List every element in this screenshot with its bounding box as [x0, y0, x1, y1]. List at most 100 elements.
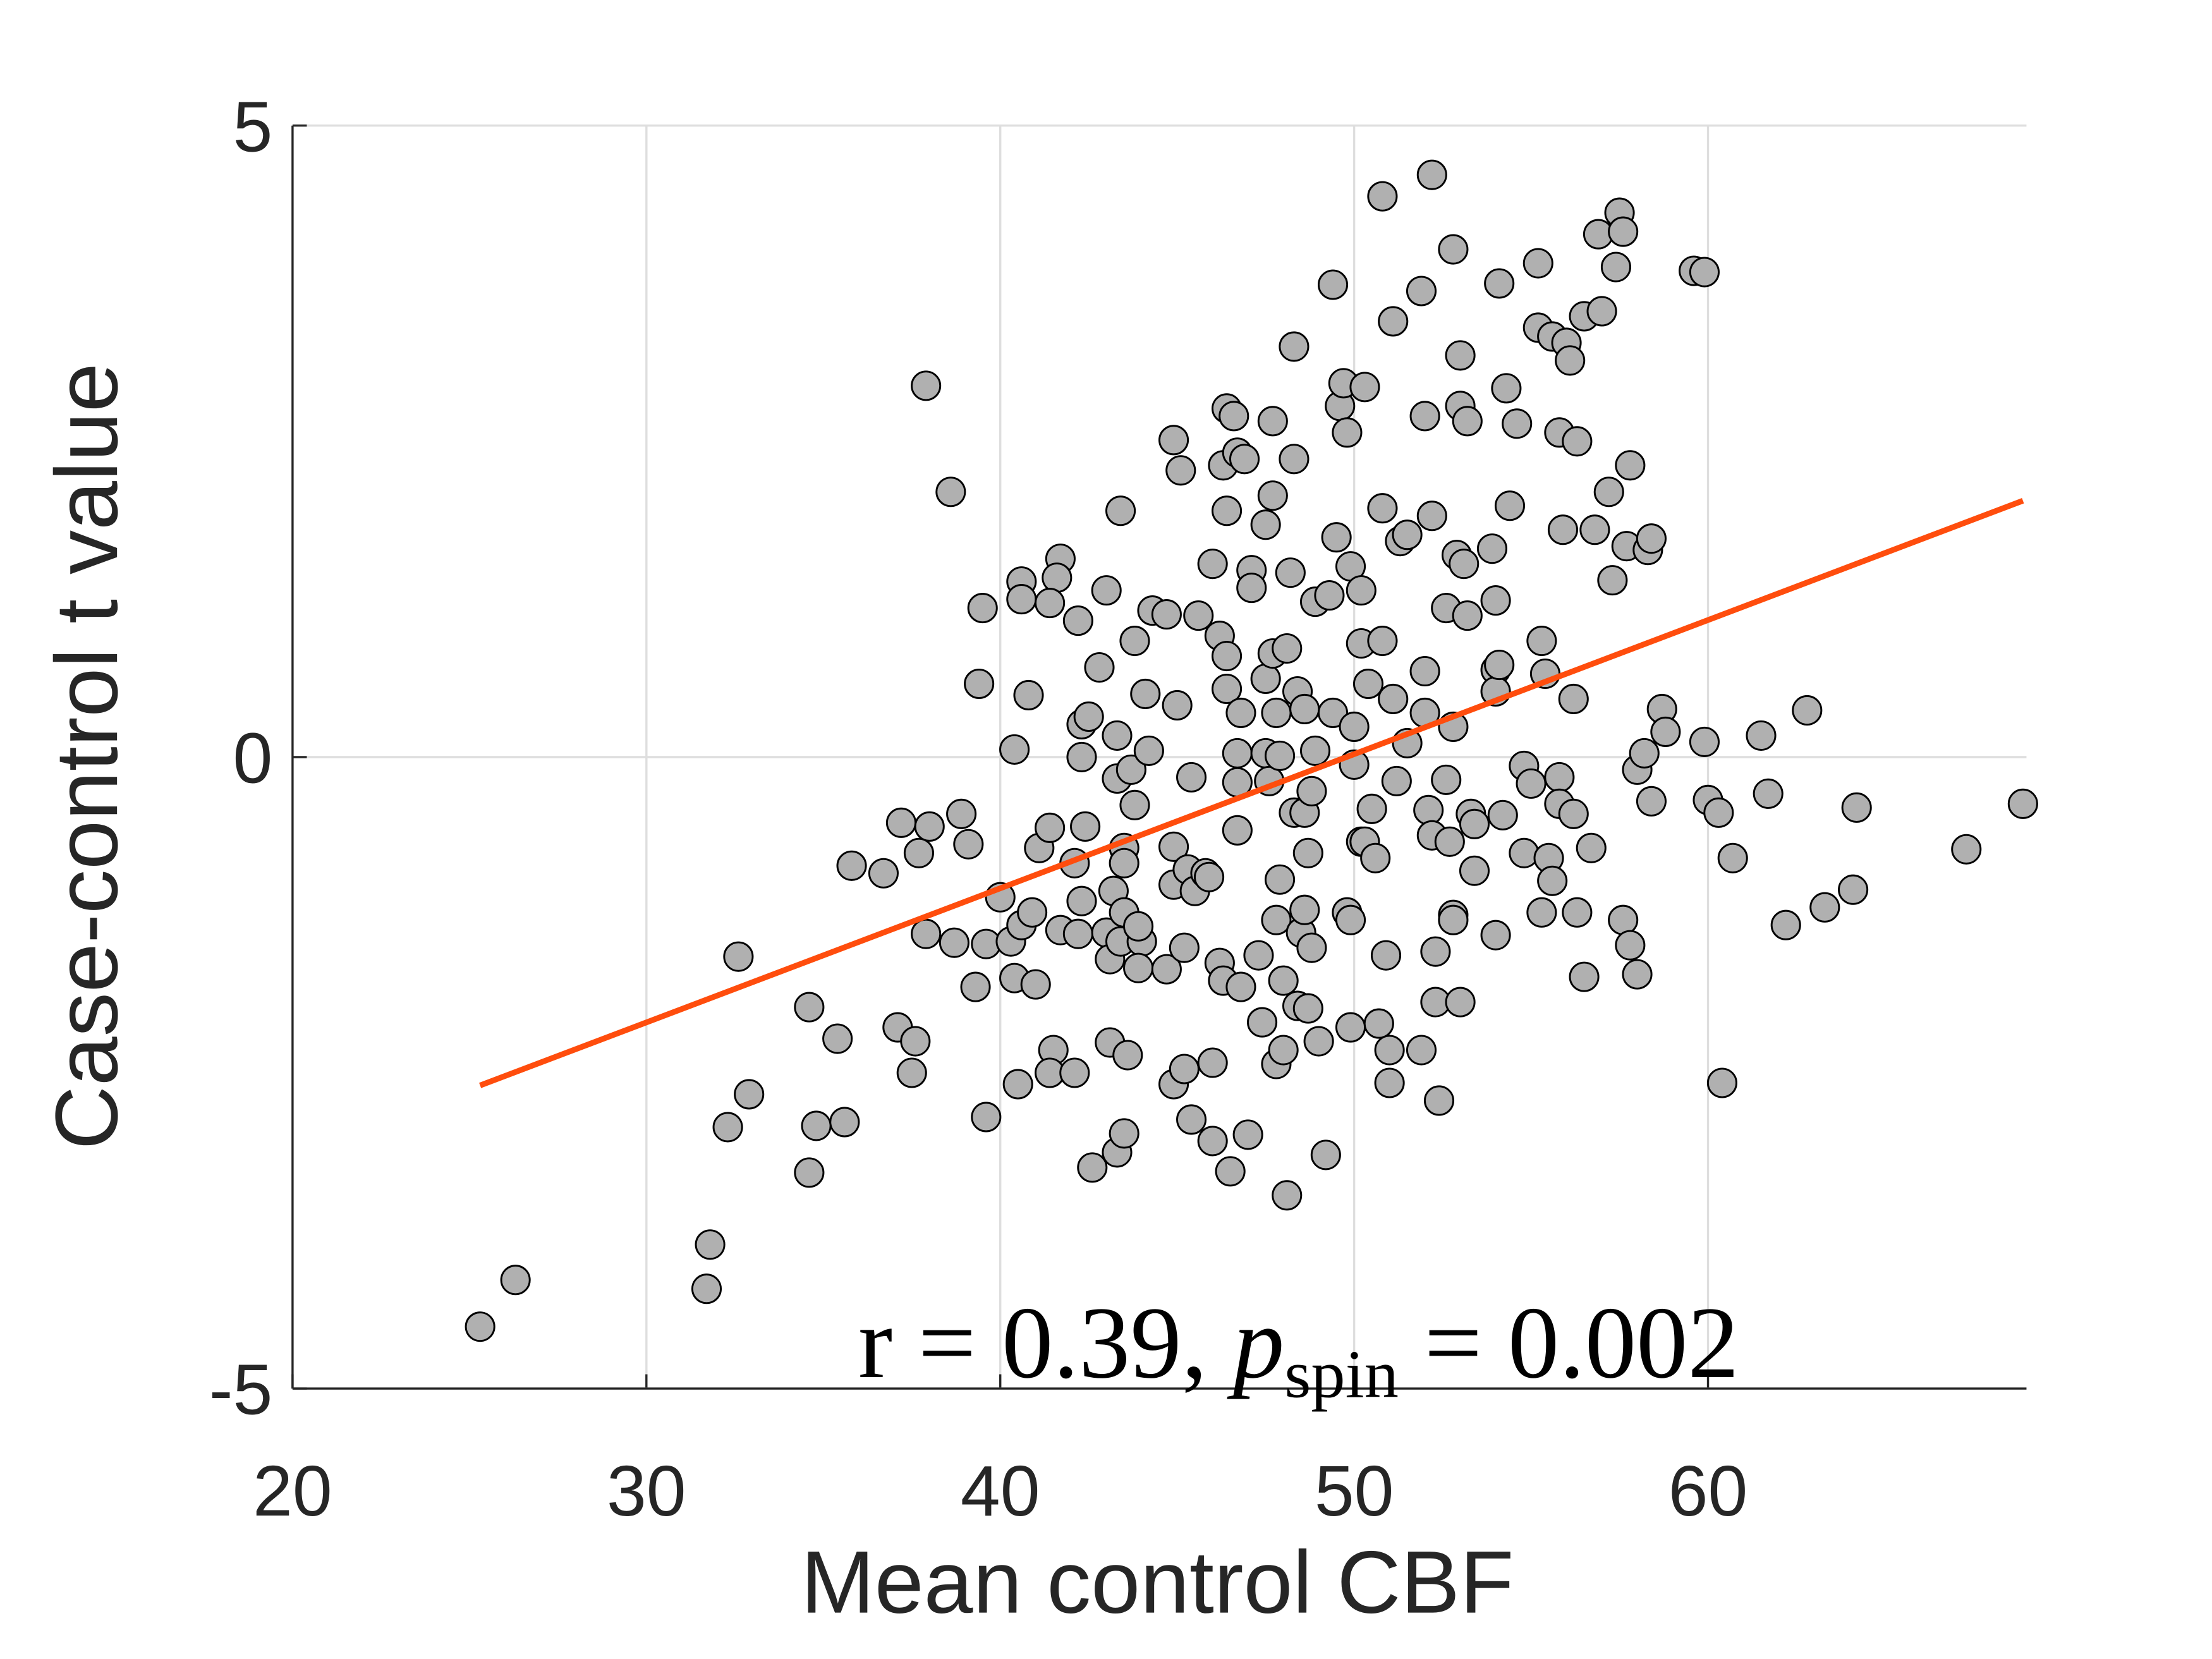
point [500, 1265, 531, 1296]
point [1215, 1156, 1246, 1187]
point [1194, 861, 1225, 892]
point [1035, 588, 1066, 619]
point [1487, 799, 1518, 830]
point [1537, 865, 1568, 896]
point [1123, 952, 1154, 983]
point [794, 992, 825, 1023]
point [1250, 509, 1281, 540]
point [1261, 904, 1292, 935]
point [1062, 918, 1093, 949]
point [1212, 495, 1243, 526]
point [1809, 892, 1840, 923]
point [1236, 573, 1267, 604]
point [1070, 811, 1101, 842]
point [1409, 655, 1440, 687]
point [1352, 668, 1384, 700]
point [829, 1107, 860, 1138]
point [723, 941, 754, 972]
point [1264, 740, 1296, 771]
point [1597, 565, 1628, 596]
point [1084, 652, 1115, 683]
point [1367, 493, 1398, 524]
point [1416, 501, 1447, 532]
x-tick-label: 60 [1668, 1451, 1748, 1531]
point [903, 837, 934, 868]
point [1374, 1067, 1405, 1098]
point [1459, 855, 1490, 886]
point [1409, 401, 1440, 432]
point [1272, 1180, 1303, 1211]
point [1006, 584, 1037, 615]
point [1516, 768, 1547, 799]
point [1257, 406, 1288, 437]
point [1077, 1152, 1108, 1183]
annotation-part: r = 0.39, [858, 1286, 1233, 1400]
point [1310, 1139, 1341, 1170]
point [1569, 961, 1600, 992]
point [1615, 930, 1646, 961]
point [1374, 1035, 1405, 1066]
point [1264, 864, 1296, 895]
point [1416, 159, 1447, 190]
point [1608, 216, 1639, 247]
point [1406, 276, 1437, 307]
point [1547, 514, 1579, 545]
point [1335, 904, 1366, 935]
point [1356, 793, 1387, 824]
point [1317, 269, 1349, 300]
point [1420, 936, 1451, 967]
point [1123, 911, 1154, 942]
point [1289, 894, 1320, 925]
point [1593, 477, 1624, 507]
point [1558, 683, 1589, 715]
point [914, 811, 945, 842]
point [999, 734, 1030, 765]
point [1431, 764, 1462, 795]
point [1459, 808, 1490, 839]
point [822, 1023, 853, 1054]
point [1091, 575, 1122, 606]
point [1367, 626, 1398, 657]
annotation-part: = 0.002 [1399, 1286, 1739, 1400]
point [1706, 1067, 1737, 1098]
point [1445, 340, 1476, 371]
point [1130, 678, 1161, 710]
point [1753, 778, 1784, 809]
point [712, 1112, 743, 1143]
point [1346, 575, 1376, 606]
point [1212, 640, 1243, 672]
point [1370, 940, 1402, 971]
point [1222, 738, 1253, 769]
point [1636, 786, 1667, 817]
point [1332, 417, 1363, 448]
point [1042, 562, 1073, 593]
point [1119, 626, 1150, 657]
point [1438, 904, 1469, 935]
point [935, 477, 966, 507]
point [1717, 842, 1748, 873]
point [1438, 234, 1469, 265]
point [1275, 557, 1306, 588]
point [1494, 490, 1526, 521]
point [1413, 794, 1444, 825]
point [1491, 373, 1522, 404]
point [1636, 523, 1667, 554]
x-axis-title: Mean control CBF [801, 1533, 1514, 1632]
point [1339, 711, 1370, 742]
y-tick-label: -5 [209, 1350, 272, 1430]
point [1212, 673, 1243, 705]
point [1073, 701, 1104, 732]
point [1279, 331, 1310, 362]
point [1268, 1035, 1299, 1066]
point [801, 1110, 832, 1141]
point [1013, 679, 1044, 711]
point [1792, 695, 1823, 726]
point [1292, 993, 1323, 1024]
point [1062, 605, 1093, 636]
point [1268, 965, 1299, 996]
point [1392, 520, 1423, 550]
point [1257, 480, 1288, 511]
point [1151, 599, 1182, 630]
point [1689, 257, 1720, 288]
